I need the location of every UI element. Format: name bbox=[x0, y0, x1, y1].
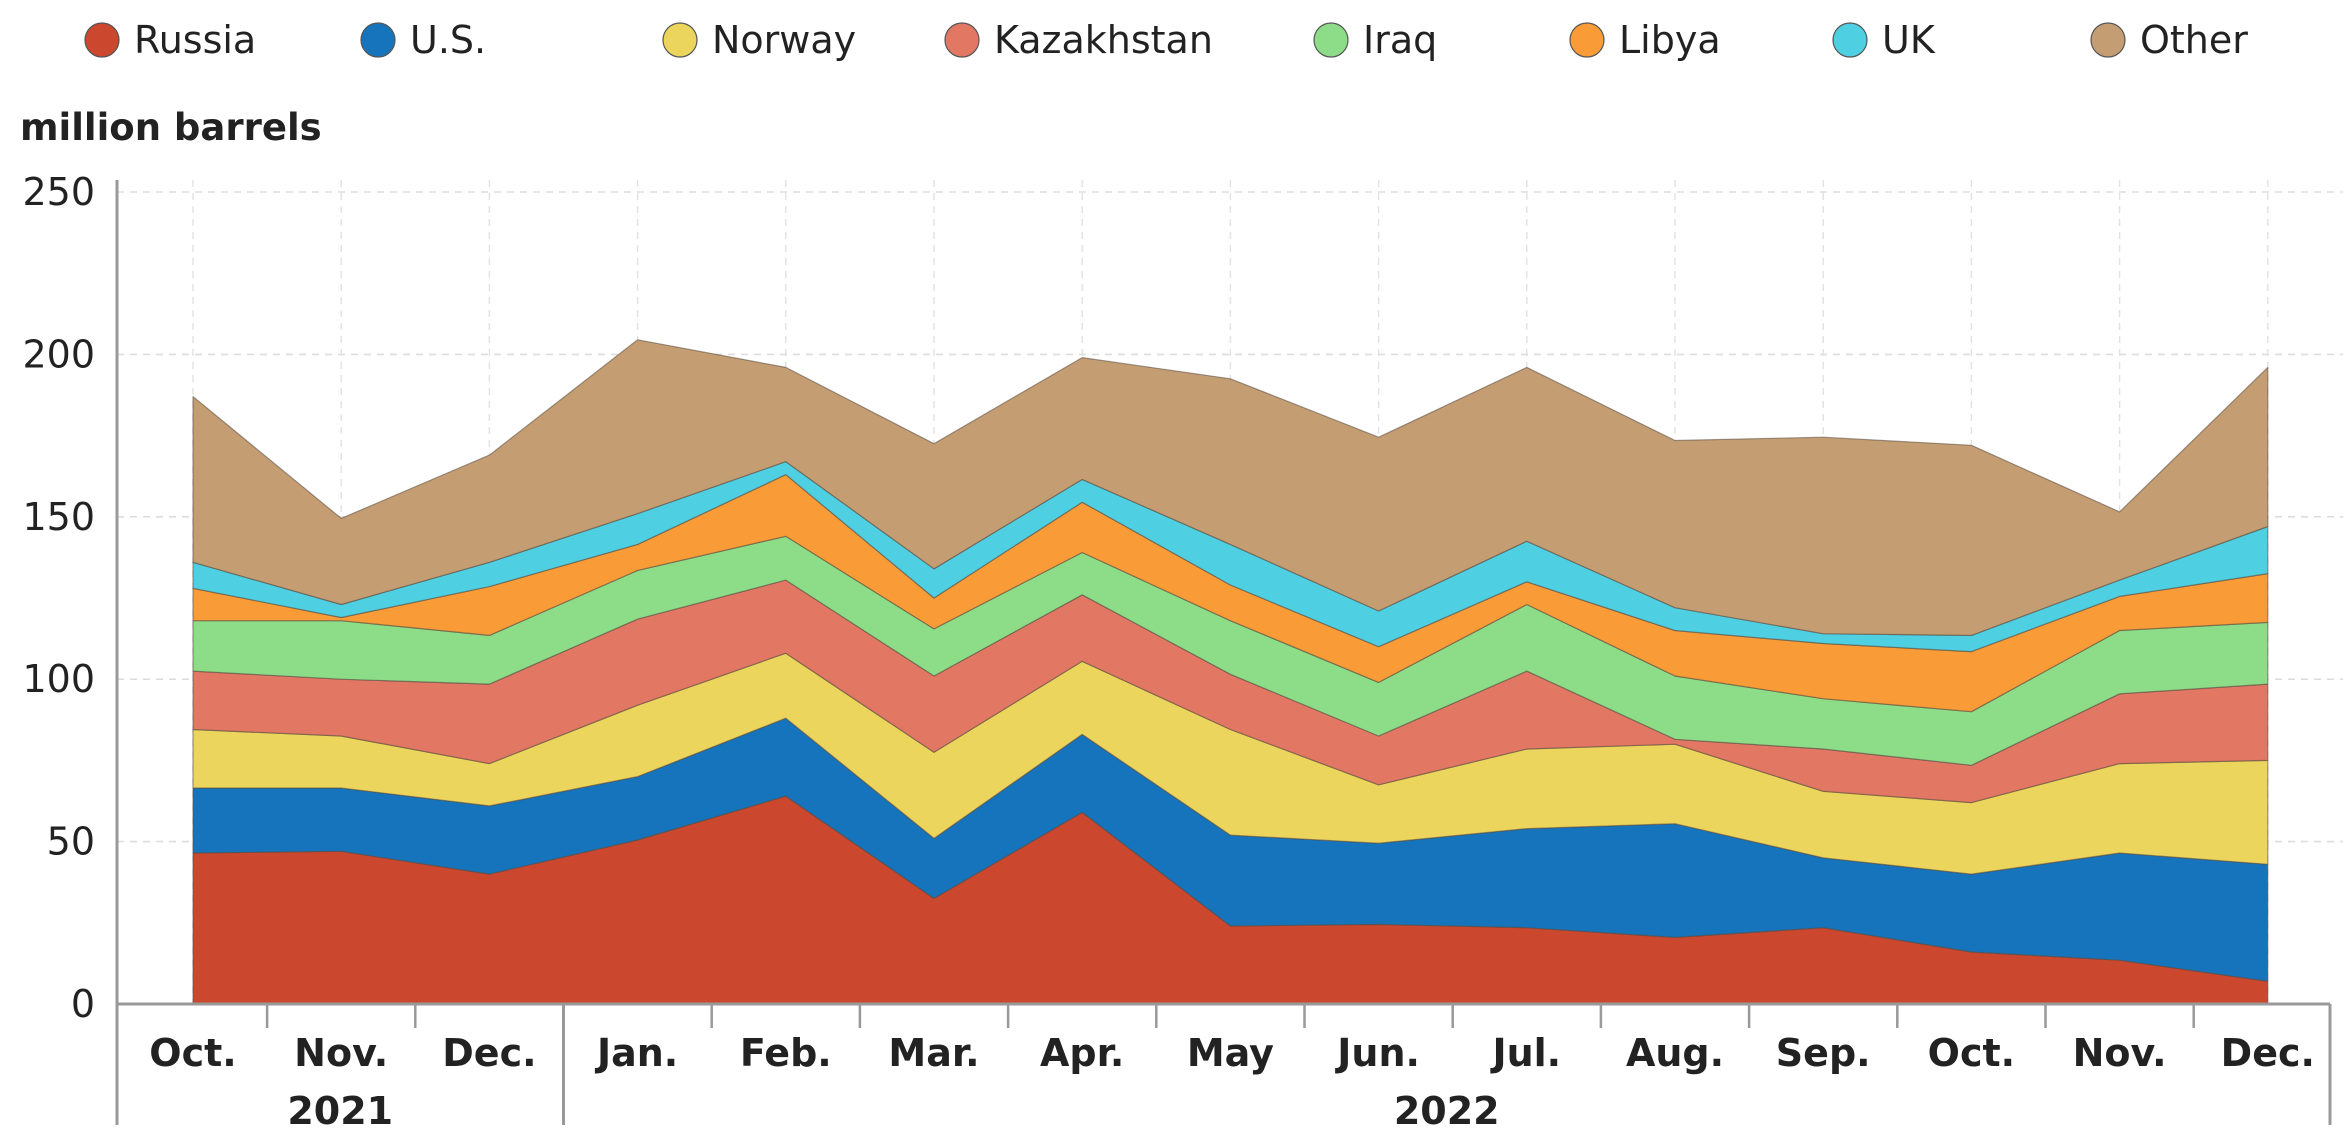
legend-item-u-s: U.S. bbox=[360, 18, 486, 62]
legend-label: Other bbox=[2140, 18, 2248, 62]
legend-swatch bbox=[1313, 22, 1349, 58]
x-tick-label: Mar. bbox=[888, 1031, 979, 1075]
x-tick-label: Feb. bbox=[740, 1031, 832, 1075]
legend-label: UK bbox=[1882, 18, 1936, 62]
legend-swatch bbox=[1832, 22, 1868, 58]
legend-item-other: Other bbox=[2090, 18, 2248, 62]
legend-item-russia: Russia bbox=[84, 18, 256, 62]
legend-item-kazakhstan: Kazakhstan bbox=[944, 18, 1213, 62]
legend-label: Libya bbox=[1619, 18, 1721, 62]
x-tick-label: Dec. bbox=[2221, 1031, 2315, 1075]
legend-swatch bbox=[1569, 22, 1605, 58]
y-tick-label: 50 bbox=[47, 820, 95, 864]
x-tick-label: Oct. bbox=[149, 1031, 236, 1075]
x-tick-label: Aug. bbox=[1626, 1031, 1724, 1075]
unit-label: million barrels bbox=[20, 106, 322, 149]
legend-item-iraq: Iraq bbox=[1313, 18, 1437, 62]
legend-item-norway: Norway bbox=[662, 18, 856, 62]
x-tick-label: Nov. bbox=[2073, 1031, 2167, 1075]
legend-label: Kazakhstan bbox=[994, 18, 1213, 62]
y-tick-label: 150 bbox=[22, 495, 95, 539]
y-tick-label: 100 bbox=[22, 657, 95, 701]
x-tick-label: Sep. bbox=[1776, 1031, 1871, 1075]
legend-label: U.S. bbox=[410, 18, 486, 62]
axes bbox=[115, 180, 2332, 1125]
x-tick-label: Jul. bbox=[1489, 1031, 1561, 1075]
year-label: 2021 bbox=[287, 1089, 393, 1133]
year-labels: 2021 2022 bbox=[287, 1089, 1499, 1133]
legend-label: Norway bbox=[712, 18, 856, 62]
legend-swatch bbox=[662, 22, 698, 58]
legend: Russia U.S. Norway Kazakhstan Iraq Libya UK Oth… bbox=[84, 18, 2248, 62]
legend-label: Russia bbox=[134, 18, 256, 62]
legend-item-libya: Libya bbox=[1569, 18, 1721, 62]
area-other bbox=[192, 339, 2269, 636]
y-axis-ticks: 0 50 100 150 200 250 bbox=[22, 170, 95, 1026]
area-series bbox=[192, 339, 2269, 1005]
y-tick-label: 200 bbox=[22, 332, 95, 376]
legend-swatch bbox=[360, 22, 396, 58]
x-tick-label: Dec. bbox=[442, 1031, 536, 1075]
x-axis-ticks: Oct. Nov. Dec. Jan. Feb. Mar. Apr. May Jun. Jul. A… bbox=[149, 1031, 2315, 1075]
legend-label: Iraq bbox=[1363, 18, 1437, 62]
y-tick-label: 0 bbox=[71, 982, 95, 1026]
x-tick-label: Jun. bbox=[1334, 1031, 1420, 1075]
legend-swatch bbox=[2090, 22, 2126, 58]
x-tick-label: Apr. bbox=[1040, 1031, 1124, 1075]
x-tick-label: Jan. bbox=[594, 1031, 678, 1075]
y-tick-label: 250 bbox=[22, 170, 95, 214]
legend-swatch bbox=[944, 22, 980, 58]
x-tick-label: May bbox=[1187, 1031, 1274, 1075]
legend-swatch bbox=[84, 22, 120, 58]
x-tick-label: Oct. bbox=[1928, 1031, 2015, 1075]
x-tick-label: Nov. bbox=[294, 1031, 388, 1075]
legend-item-uk: UK bbox=[1832, 18, 1936, 62]
year-label: 2022 bbox=[1394, 1089, 1500, 1133]
